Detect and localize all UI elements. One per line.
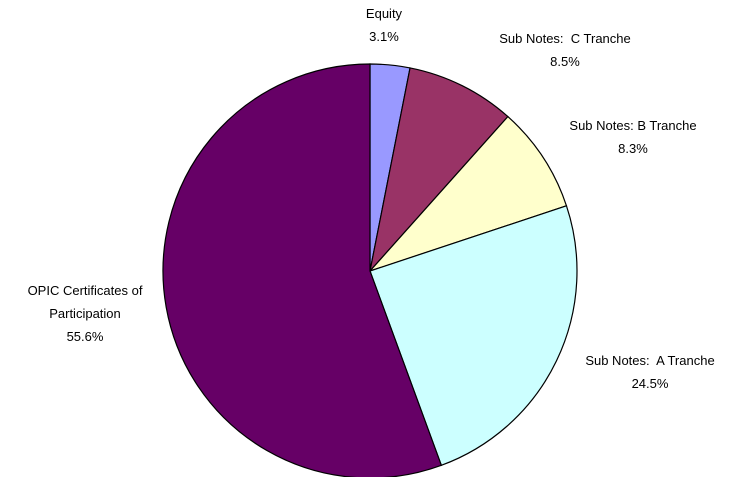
pie-slice (368, 67, 509, 274)
slice-value-label: 24.5% (632, 376, 669, 391)
slice-label: Sub Notes: A Tranche (585, 353, 714, 368)
pie-slice (368, 115, 568, 273)
slice-label: Equity (366, 6, 403, 21)
pie-slice (369, 205, 578, 467)
slice-value-label: 8.3% (618, 141, 648, 156)
slice-value-label: 3.1% (369, 29, 399, 44)
slice-value-label: 55.6% (67, 329, 104, 344)
slice-label: Sub Notes: C Tranche (499, 31, 631, 46)
slice-value-label: 8.5% (550, 54, 580, 69)
pie-slice (162, 63, 443, 477)
slice-label: Sub Notes: B Tranche (569, 118, 696, 133)
slice-label: OPIC Certificates of Participation (28, 283, 143, 321)
